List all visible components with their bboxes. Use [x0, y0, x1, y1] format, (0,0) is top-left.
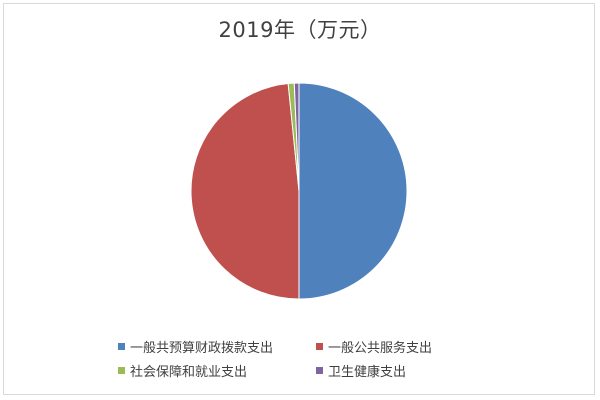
legend-label: 社会保障和就业支出	[130, 364, 248, 380]
legend-swatch	[316, 366, 323, 374]
pie-slice-4	[293, 82, 300, 192]
legend-swatch	[316, 342, 323, 350]
legend-item: 卫生健康支出	[316, 361, 406, 380]
legend-item: 一般共预算财政拨款支出	[118, 337, 316, 356]
legend-label: 卫生健康支出	[328, 364, 407, 380]
legend-swatch	[118, 342, 125, 350]
legend-row: 一般共预算财政拨款支出 一般公共服务支出	[118, 334, 538, 358]
legend-item: 一般公共服务支出	[316, 337, 432, 356]
chart-title: 2019年（万元）	[218, 18, 382, 42]
pie-slice-1	[298, 82, 408, 300]
legend-label: 一般共预算财政拨款支出	[130, 340, 274, 356]
legend-row: 社会保障和就业支出 卫生健康支出	[118, 358, 538, 382]
legend-item: 社会保障和就业支出	[118, 361, 316, 380]
legend: 一般共预算财政拨款支出 一般公共服务支出 社会保障和就业支出 卫生健康支出	[118, 334, 538, 382]
pie-slice-2	[190, 82, 300, 300]
legend-label: 一般公共服务支出	[328, 340, 433, 356]
legend-swatch	[118, 366, 125, 374]
